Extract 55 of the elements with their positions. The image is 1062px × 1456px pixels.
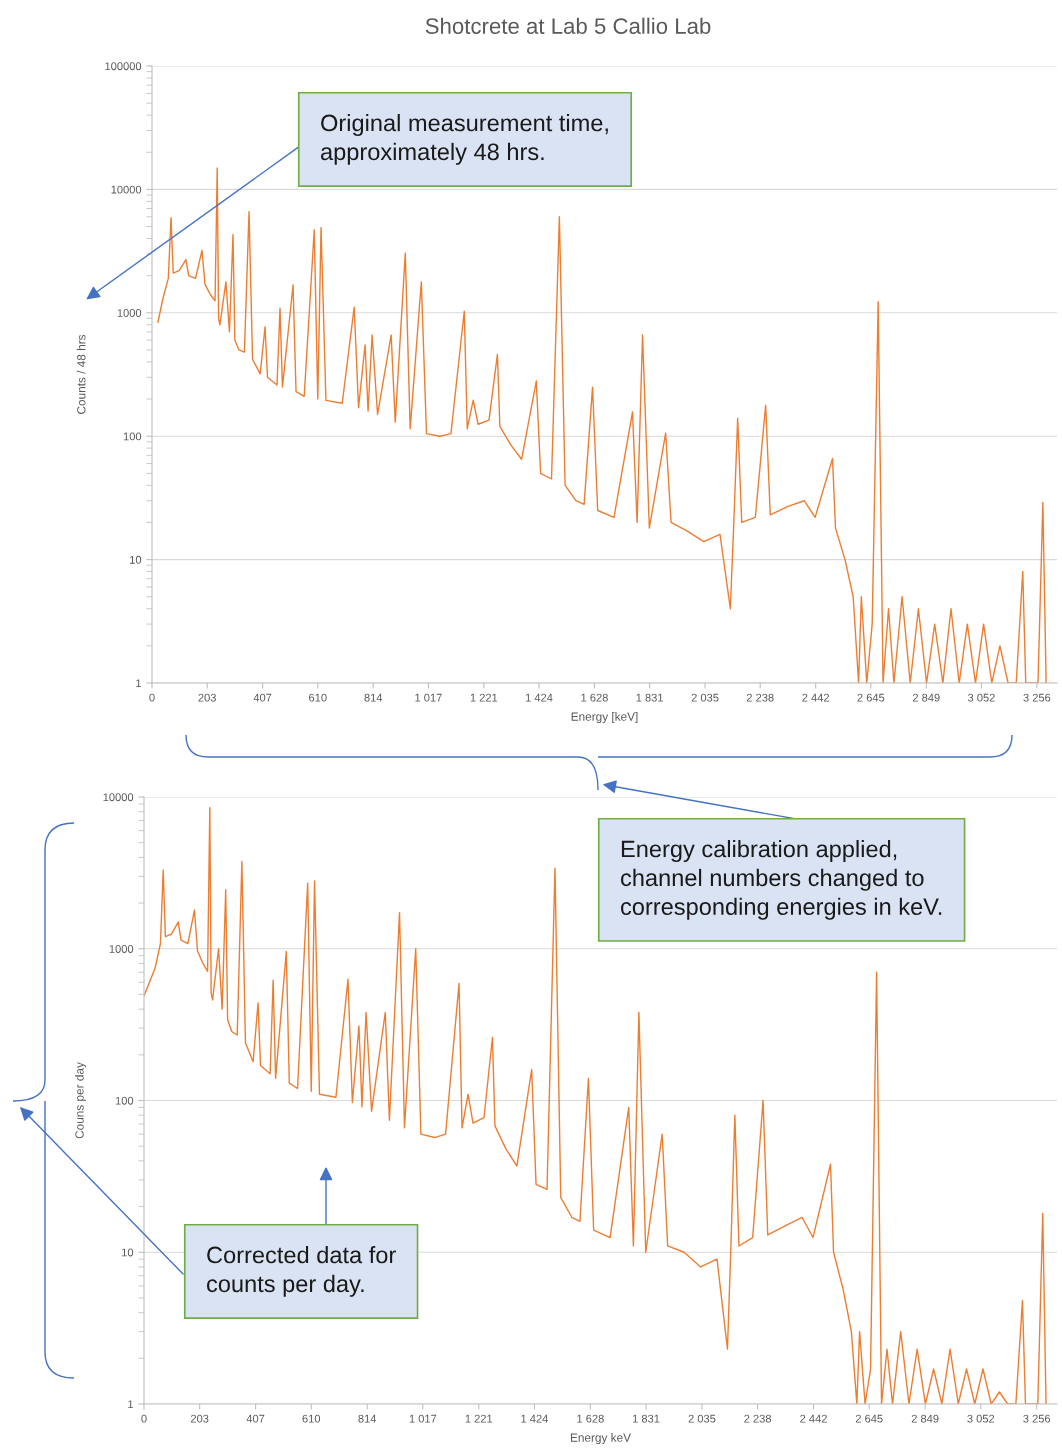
x-tick-label: 3 256 [1023, 693, 1051, 702]
y-axis-title: Couns per day [75, 1062, 87, 1139]
y-tick-label: 10 [130, 555, 142, 564]
x-tick-label: 407 [253, 693, 272, 702]
y-tick-label: 1000 [109, 945, 134, 953]
annotation: Original measurement time, approximately 48 hrs. [321, 114, 608, 165]
x-tick-label: 2 442 [800, 1414, 827, 1423]
x-tick-label: 610 [309, 693, 327, 702]
x-tick-label: 1 424 [521, 1414, 548, 1423]
x-tick-label: 1 221 [465, 1414, 493, 1423]
x-tick-label: 203 [198, 693, 216, 702]
y-tick-label: 1 [128, 1400, 134, 1409]
y-tick-label: 1000 [117, 309, 142, 317]
x-axis-title: Energy keV [570, 1433, 631, 1445]
x-tick-label: 407 [246, 1414, 265, 1423]
x-tick-label: 2 849 [912, 693, 940, 702]
x-tick-label: 0 [141, 1414, 147, 1423]
y-tick-label: 100000 [105, 62, 142, 71]
chart-title: Shotcrete at Lab 5 Callio Lab [425, 17, 711, 34]
x-tick-label: 610 [302, 1414, 321, 1423]
x-axis-title: Energy [keV] [571, 712, 638, 724]
x-tick-label: 2 035 [688, 1414, 716, 1423]
x-tick-label: 1 628 [577, 1414, 604, 1423]
x-tick-label: 2 645 [855, 1414, 883, 1423]
x-tick-label: 2 238 [746, 693, 774, 702]
x-tick-label: 2 238 [744, 1414, 772, 1423]
annotation: Corrected data for counts per day. [207, 1246, 396, 1297]
x-tick-label: 1 831 [632, 1414, 660, 1423]
x-tick-label: 1 017 [409, 1414, 437, 1423]
x-tick-label: 3 052 [967, 1414, 995, 1423]
x-tick-label: 814 [364, 693, 383, 702]
x-tick-label: 2 035 [691, 693, 719, 702]
x-tick-label: 1 424 [525, 693, 553, 702]
y-tick-label: 100 [123, 432, 142, 441]
x-tick-label: 2 849 [911, 1414, 939, 1423]
line-series [157, 167, 1047, 683]
y-axis-title: Counts / 48 hrs [76, 334, 86, 414]
y-tick-label: 10000 [103, 793, 134, 802]
x-tick-label: 2 645 [857, 693, 885, 702]
x-tick-label: 0 [149, 693, 155, 702]
x-tick-label: 203 [190, 1414, 209, 1423]
y-tick-label: 10000 [111, 185, 142, 194]
x-tick-label: 1 017 [415, 693, 442, 702]
annotation: Energy calibration applied, channel numbers changed to corresponding energies in keV. [621, 840, 942, 920]
x-tick-label: 3 256 [1023, 1414, 1051, 1423]
y-tick-label: 100 [115, 1096, 134, 1105]
x-tick-label: 3 052 [967, 693, 995, 702]
y-tick-label: 10 [122, 1248, 134, 1257]
line-series [144, 807, 1047, 1404]
y-tick-label: 1 [136, 679, 142, 688]
x-tick-label: 2 442 [802, 693, 830, 702]
x-tick-label: 814 [358, 1414, 377, 1423]
x-tick-label: 1 221 [470, 693, 498, 702]
x-tick-label: 1 628 [581, 693, 608, 702]
x-tick-label: 1 831 [636, 693, 663, 702]
